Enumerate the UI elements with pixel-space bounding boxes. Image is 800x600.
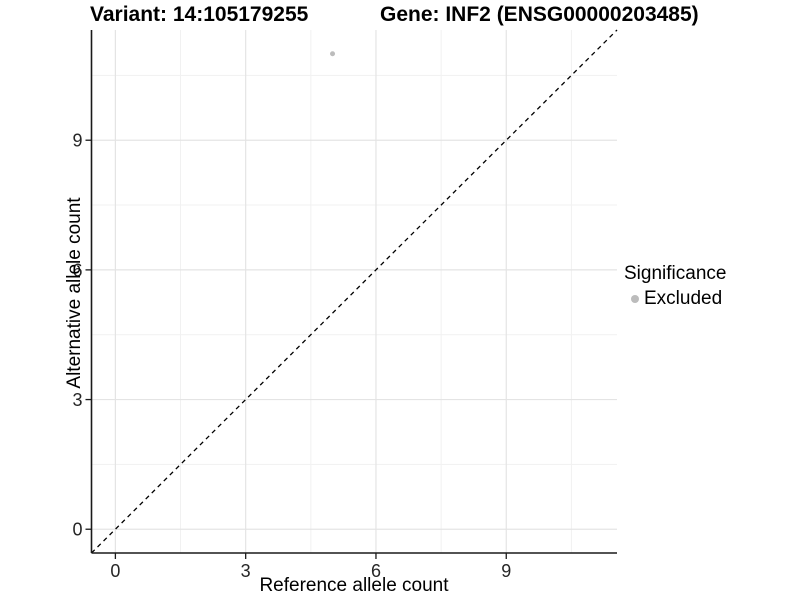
data-point — [330, 51, 336, 57]
x-axis-title: Reference allele count — [259, 575, 449, 596]
x-tick-label: 3 — [241, 561, 251, 581]
legend-point-icon — [631, 295, 639, 303]
plot-title-gene: Gene: INF2 (ENSG00000203485) — [380, 3, 699, 26]
identity-reference-line — [91, 29, 618, 554]
y-tick-label: 0 — [72, 520, 82, 540]
y-tick-label: 9 — [72, 131, 82, 151]
x-tick-label: 9 — [501, 561, 511, 581]
legend: Significance Excluded — [624, 263, 726, 310]
x-tick-label: 0 — [110, 561, 120, 581]
y-tick-label: 6 — [72, 260, 82, 280]
legend-item-excluded: Excluded — [631, 288, 726, 310]
legend-item-label: Excluded — [644, 288, 723, 309]
plot-title-variant: Variant: 14:105179255 — [90, 3, 309, 26]
legend-title: Significance — [624, 263, 727, 284]
y-tick-label: 3 — [72, 390, 82, 410]
x-tick-label: 6 — [371, 561, 381, 581]
y-axis-title: Alternative allele count — [64, 197, 85, 389]
